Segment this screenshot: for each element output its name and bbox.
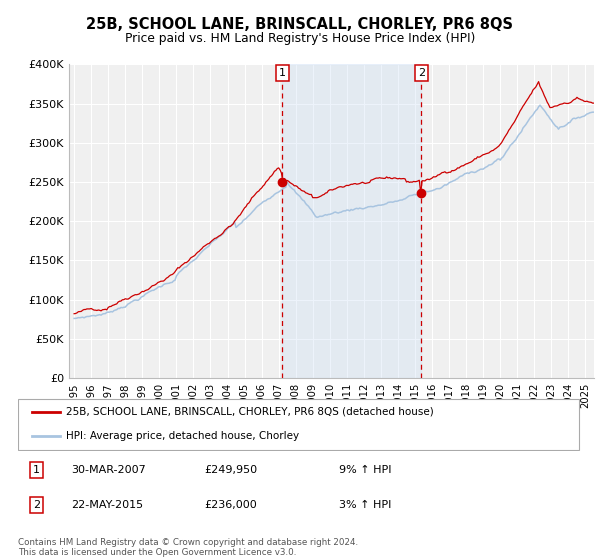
Text: 30-MAR-2007: 30-MAR-2007 [71,465,146,475]
Text: 9% ↑ HPI: 9% ↑ HPI [340,465,392,475]
FancyBboxPatch shape [18,399,579,450]
Text: 1: 1 [33,465,40,475]
Text: 25B, SCHOOL LANE, BRINSCALL, CHORLEY, PR6 8QS (detached house): 25B, SCHOOL LANE, BRINSCALL, CHORLEY, PR… [66,407,434,417]
Text: 1: 1 [279,68,286,78]
Text: £236,000: £236,000 [204,500,257,510]
Bar [282,64,421,378]
Text: 3% ↑ HPI: 3% ↑ HPI [340,500,392,510]
Text: HPI: Average price, detached house, Chorley: HPI: Average price, detached house, Chor… [66,431,299,441]
Text: 2: 2 [418,68,425,78]
Text: 25B, SCHOOL LANE, BRINSCALL, CHORLEY, PR6 8QS: 25B, SCHOOL LANE, BRINSCALL, CHORLEY, PR… [86,17,514,32]
Text: 2: 2 [33,500,40,510]
Text: £249,950: £249,950 [204,465,257,475]
Text: 22-MAY-2015: 22-MAY-2015 [71,500,144,510]
Text: Contains HM Land Registry data © Crown copyright and database right 2024.
This d: Contains HM Land Registry data © Crown c… [18,538,358,557]
Text: Price paid vs. HM Land Registry's House Price Index (HPI): Price paid vs. HM Land Registry's House … [125,32,475,45]
